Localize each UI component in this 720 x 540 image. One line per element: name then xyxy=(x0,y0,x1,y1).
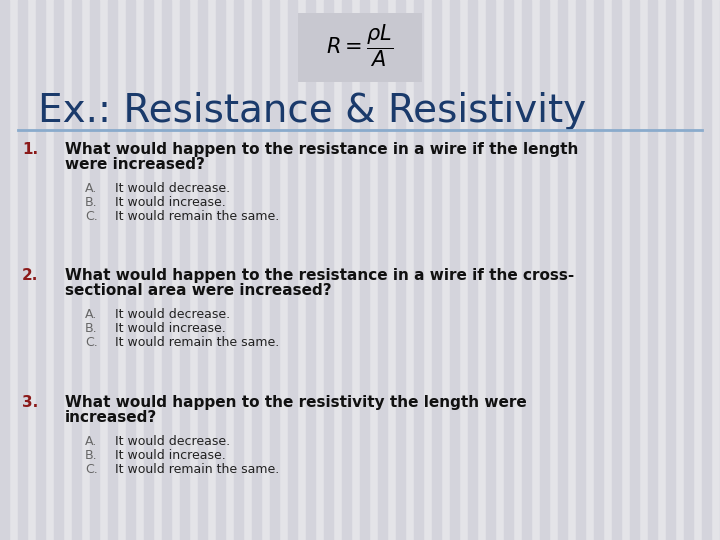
Bar xyxy=(180,0,189,540)
Text: increased?: increased? xyxy=(65,410,157,425)
Bar xyxy=(0,0,9,540)
Text: What would happen to the resistivity the length were: What would happen to the resistivity the… xyxy=(65,395,527,410)
Bar xyxy=(396,0,405,540)
Bar xyxy=(432,0,441,540)
Bar xyxy=(162,0,171,540)
Text: Ex.: Resistance & Resistivity: Ex.: Resistance & Resistivity xyxy=(38,92,586,130)
Bar xyxy=(504,0,513,540)
Bar xyxy=(702,0,711,540)
Bar xyxy=(270,0,279,540)
Text: sectional area were increased?: sectional area were increased? xyxy=(65,283,332,298)
Bar xyxy=(360,0,369,540)
Bar xyxy=(72,0,81,540)
Bar xyxy=(558,0,567,540)
Text: $R = \dfrac{\rho L}{A}$: $R = \dfrac{\rho L}{A}$ xyxy=(326,22,394,69)
Bar xyxy=(144,0,153,540)
Bar xyxy=(612,0,621,540)
Bar xyxy=(522,0,531,540)
Bar xyxy=(18,0,27,540)
Bar xyxy=(198,0,207,540)
Bar xyxy=(684,0,693,540)
Bar xyxy=(630,0,639,540)
Text: It would remain the same.: It would remain the same. xyxy=(115,210,279,223)
Text: C.: C. xyxy=(85,463,98,476)
Bar xyxy=(90,0,99,540)
Text: What would happen to the resistance in a wire if the cross-: What would happen to the resistance in a… xyxy=(65,268,575,283)
Text: A.: A. xyxy=(85,308,97,321)
Bar xyxy=(288,0,297,540)
Text: B.: B. xyxy=(85,196,98,209)
Bar xyxy=(108,0,117,540)
Text: What would happen to the resistance in a wire if the length: What would happen to the resistance in a… xyxy=(65,142,578,157)
Text: were increased?: were increased? xyxy=(65,157,205,172)
Bar xyxy=(648,0,657,540)
Bar xyxy=(468,0,477,540)
Text: It would decrease.: It would decrease. xyxy=(115,182,230,195)
Bar xyxy=(576,0,585,540)
Bar xyxy=(414,0,423,540)
Bar xyxy=(324,0,333,540)
Text: 3.: 3. xyxy=(22,395,38,410)
Text: C.: C. xyxy=(85,210,98,223)
Bar xyxy=(126,0,135,540)
Text: C.: C. xyxy=(85,336,98,349)
Text: It would remain the same.: It would remain the same. xyxy=(115,336,279,349)
Bar xyxy=(234,0,243,540)
Bar xyxy=(666,0,675,540)
Text: It would decrease.: It would decrease. xyxy=(115,435,230,448)
Text: 2.: 2. xyxy=(22,268,38,283)
Text: B.: B. xyxy=(85,322,98,335)
Bar xyxy=(216,0,225,540)
Bar xyxy=(54,0,63,540)
Bar xyxy=(252,0,261,540)
Text: It would increase.: It would increase. xyxy=(115,322,226,335)
Bar xyxy=(342,0,351,540)
Bar xyxy=(594,0,603,540)
FancyBboxPatch shape xyxy=(298,13,422,82)
Text: It would increase.: It would increase. xyxy=(115,196,226,209)
Text: It would decrease.: It would decrease. xyxy=(115,308,230,321)
Text: A.: A. xyxy=(85,182,97,195)
Text: B.: B. xyxy=(85,449,98,462)
Text: It would increase.: It would increase. xyxy=(115,449,226,462)
Bar xyxy=(486,0,495,540)
Bar xyxy=(450,0,459,540)
Text: A.: A. xyxy=(85,435,97,448)
Bar xyxy=(36,0,45,540)
Text: 1.: 1. xyxy=(22,142,38,157)
Bar xyxy=(306,0,315,540)
Bar xyxy=(540,0,549,540)
Text: It would remain the same.: It would remain the same. xyxy=(115,463,279,476)
Bar xyxy=(378,0,387,540)
